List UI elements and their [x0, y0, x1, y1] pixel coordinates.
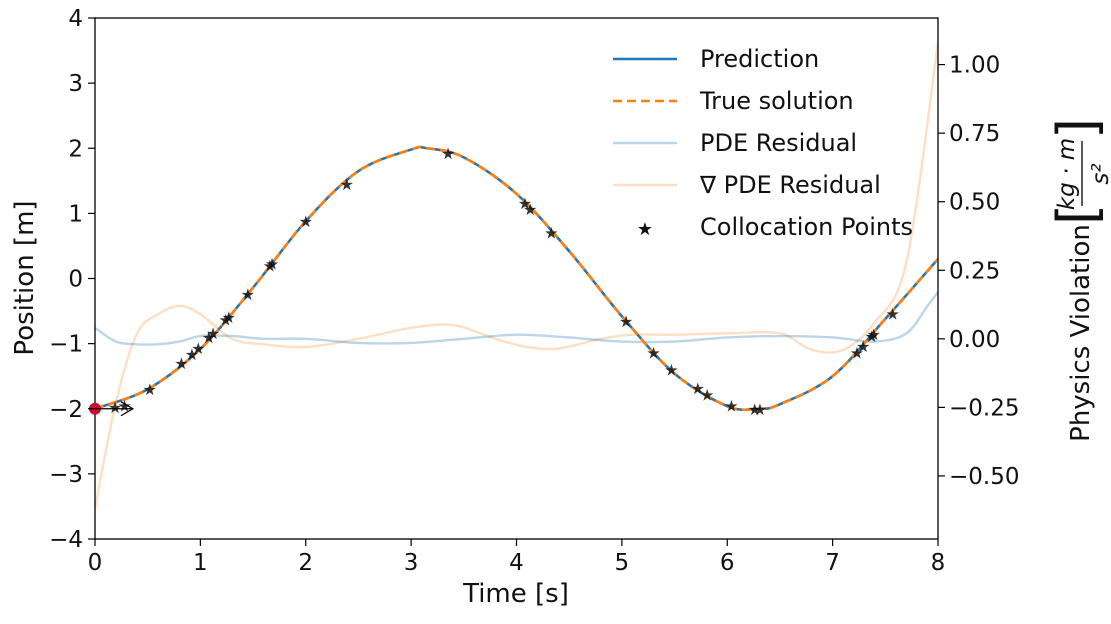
- series-line-grad-pde-residual: [95, 41, 938, 511]
- y-left-tick-label: −1: [49, 332, 83, 358]
- y-axis-label-left: Position [m]: [10, 200, 40, 355]
- collocation-point: ★: [191, 339, 205, 358]
- collocation-point: ★: [265, 255, 279, 274]
- series-line-pde-residual: [95, 291, 938, 346]
- y-right-tick-label: 0.25: [949, 258, 1000, 284]
- collocation-point: ★: [185, 345, 199, 364]
- y-right-tick-label: 0.50: [949, 190, 1000, 216]
- y-axis-label-right: Physics Violation [ kg · m s² ]: [1046, 118, 1111, 442]
- collocation-point: ★: [864, 327, 878, 346]
- collocation-point: ★: [619, 312, 633, 331]
- collocation-point: ★: [222, 308, 236, 327]
- y-left-tick-label: 1: [68, 201, 83, 227]
- collocation-point: ★: [441, 144, 455, 163]
- legend-label-true-solution: True solution: [699, 87, 854, 115]
- y-axis-unit-close-bracket: ]: [1046, 118, 1109, 139]
- series-layer: ★★★★★★★★★★★★★★★★★★★★★★★★★ ★★★★★★★: [95, 41, 938, 511]
- y-left-tick-label: 3: [68, 71, 83, 97]
- collocation-point: ★: [174, 354, 188, 373]
- y-axis-unit-open-bracket: [: [1046, 204, 1109, 225]
- collocation-point: ★: [117, 396, 131, 415]
- collocation-point: ★: [143, 380, 157, 399]
- collocation-point: ★: [850, 344, 864, 363]
- legend-label-grad-pde-residual: ∇ PDE Residual: [699, 171, 881, 199]
- collocation-point: ★: [523, 200, 537, 219]
- x-tick-label: 0: [88, 550, 103, 576]
- y-left-tick-label: 2: [68, 136, 83, 162]
- collocation-point: ★: [700, 385, 714, 404]
- legend: Prediction True solution PDE Residual ∇ …: [613, 45, 913, 241]
- y-left-tick-label: 4: [68, 6, 83, 32]
- collocation-point: ★: [724, 396, 738, 415]
- initial-velocity-arrowhead: [120, 401, 135, 417]
- collocation-point: ★: [886, 305, 900, 324]
- y-left-tick-label: −4: [49, 527, 83, 553]
- legend-label-prediction: Prediction: [700, 45, 819, 73]
- x-tick-label: 3: [404, 550, 419, 576]
- collocation-point: ★: [241, 285, 255, 304]
- collocation-point: ★: [202, 328, 216, 347]
- x-tick-label: 7: [825, 550, 840, 576]
- x-tick-label: 6: [720, 550, 735, 576]
- collocation-point: ★: [218, 311, 232, 330]
- y-axis-label-right-text: Physics Violation: [1066, 224, 1096, 442]
- y-axis-unit-numerator: kg · m: [1054, 138, 1080, 210]
- x-axis-label: Time [s]: [462, 579, 569, 609]
- y-right-tick-label: −0.25: [949, 395, 1019, 421]
- collocation-point: ★: [691, 379, 705, 398]
- collocation-point: ★: [544, 223, 558, 242]
- collocation-point: ★: [753, 400, 767, 419]
- legend-label-pde-residual: PDE Residual: [700, 129, 857, 157]
- y-left-tick-label: −2: [49, 397, 83, 423]
- y-right-tick-label: −0.50: [949, 464, 1019, 490]
- y-right-tick-label: 1.00: [949, 53, 1000, 79]
- x-tick-label: 1: [193, 550, 208, 576]
- ticks-layer: 0 1 2 3 4 5 6 7 8 −4 −3 −2 −1 0 1 2 3 4 −0.50 −0.25 0.00 0.25…: [49, 6, 1019, 576]
- collocation-point: ★: [518, 194, 532, 213]
- y-left-tick-label: −3: [49, 462, 83, 488]
- legend-marker-collocation-points: ★: [637, 219, 653, 240]
- y-axis-unit-denominator: s²: [1088, 163, 1111, 184]
- y-right-tick-label: 0.00: [949, 327, 1000, 353]
- legend-label-collocation-points: Collocation Points: [700, 213, 913, 241]
- collocation-point: ★: [206, 324, 220, 343]
- y-left-tick-label: 0: [68, 267, 83, 293]
- collocation-point: ★: [263, 256, 277, 275]
- collocation-point: ★: [646, 344, 660, 363]
- x-tick-label: 4: [509, 550, 524, 576]
- collocation-point: ★: [747, 400, 761, 419]
- y-right-tick-label: 0.75: [949, 121, 1000, 147]
- x-tick-label: 5: [615, 550, 630, 576]
- collocation-point: ★: [108, 398, 122, 417]
- collocation-point: ★: [299, 212, 313, 231]
- collocation-point: ★: [856, 337, 870, 356]
- collocation-point: ★: [340, 175, 354, 194]
- series-line-true-solution: [95, 145, 938, 412]
- x-tick-label: 2: [298, 550, 313, 576]
- collocation-point: ★: [867, 325, 881, 344]
- x-tick-label: 8: [931, 550, 946, 576]
- collocation-point: ★: [664, 361, 678, 380]
